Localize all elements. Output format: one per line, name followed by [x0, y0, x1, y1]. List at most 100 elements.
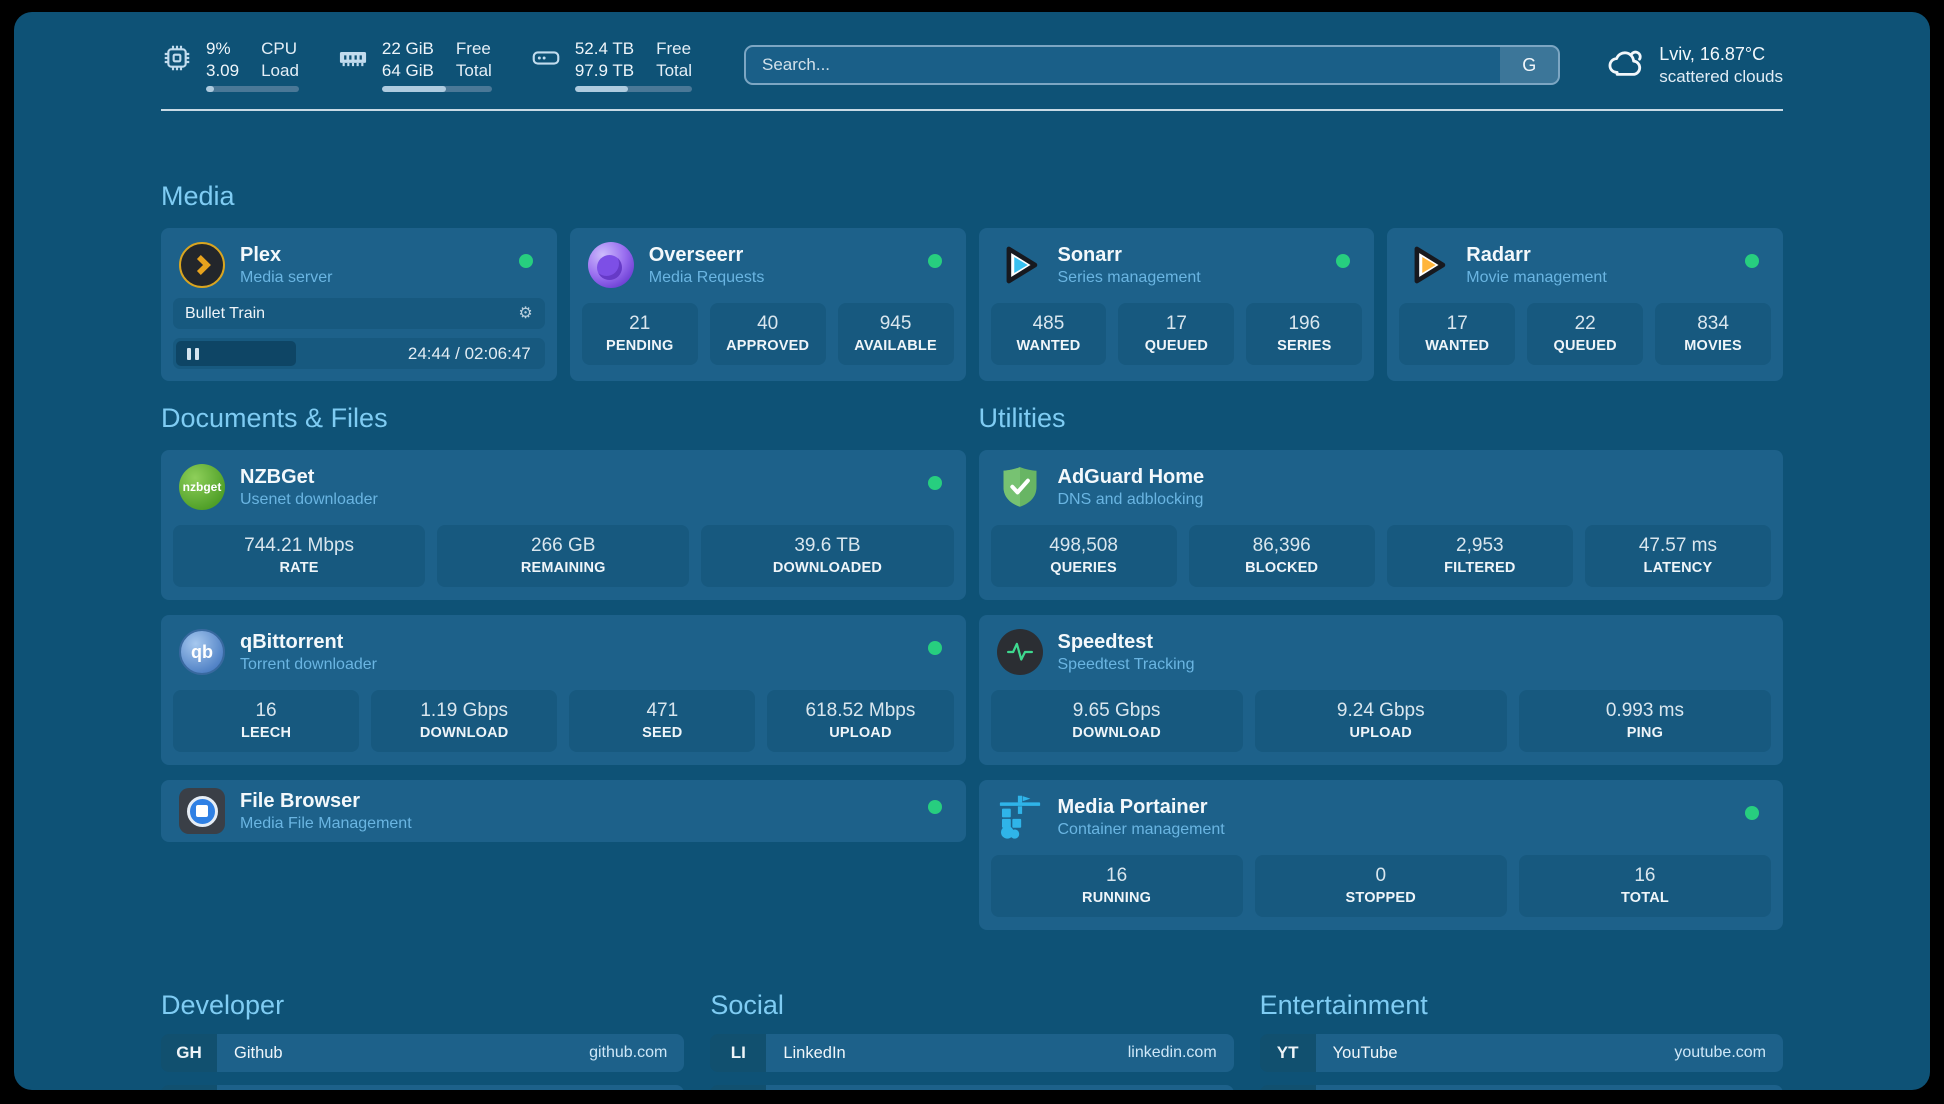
stat-value: 17 — [1165, 313, 1187, 334]
weather-widget: Lviv, 16.87°C scattered clouds — [1604, 42, 1783, 89]
memory-progress-bar — [381, 86, 492, 93]
stat-tile: 22 QUEUED — [1527, 303, 1644, 365]
adguard-icon — [997, 464, 1043, 510]
portainer-icon — [997, 794, 1043, 840]
stat-value: 9.65 Gbps — [1072, 700, 1161, 721]
bookmark-group-social: Social LI LinkedIn linkedin.com TW Twitt… — [710, 990, 1234, 1090]
service-name: Sonarr — [1057, 244, 1122, 266]
section-title-media: Media — [161, 181, 235, 211]
stat-label: AVAILABLE — [854, 338, 937, 354]
stat-label: RATE — [279, 560, 319, 576]
service-subtitle: Media File Management — [240, 815, 412, 832]
service-card-speedtest[interactable]: Speedtest Speedtest Tracking 9.65 Gbps D… — [978, 615, 1783, 765]
service-name: Speedtest — [1057, 631, 1154, 653]
bookmark-abbr: GH — [161, 1034, 217, 1072]
disk-icon — [530, 38, 562, 79]
bookmark-stackoverflow[interactable]: SO StackOverflow stackoverflow.com — [161, 1085, 685, 1090]
stat-value: 17 — [1446, 313, 1468, 334]
service-name: File Browser — [240, 790, 361, 812]
section-title-utilities: Utilities — [978, 403, 1066, 433]
service-card-overseerr[interactable]: Overseerr Media Requests 21 PENDING 40 A… — [569, 228, 966, 381]
search-provider-button[interactable]: G — [1500, 47, 1559, 83]
now-playing-settings-icon[interactable]: ⚙ — [518, 304, 533, 322]
service-card-nzbget[interactable]: nzbget NZBGet Usenet downloader 744.21 M… — [161, 450, 966, 600]
stat-value: 498,508 — [1049, 535, 1118, 556]
stat-tile: 9.65 Gbps DOWNLOAD — [990, 690, 1243, 752]
stat-tile: 485 WANTED — [990, 303, 1107, 365]
stat-label: DOWNLOAD — [1072, 725, 1161, 741]
top-bar: 9% 3.09 CPU Load — [161, 36, 1783, 94]
stat-label: MOVIES — [1684, 338, 1742, 354]
stat-label: APPROVED — [726, 338, 810, 354]
service-card-portainer[interactable]: Media Portainer Container management 16 … — [978, 780, 1783, 930]
stat-tile: 471 SEED — [569, 690, 756, 752]
service-card-qbittorrent[interactable]: qb qBittorrent Torrent downloader 16 LEE… — [161, 615, 966, 765]
bookmark-linkedin[interactable]: LI LinkedIn linkedin.com — [710, 1034, 1234, 1072]
overseerr-icon — [587, 242, 634, 288]
stat-value: 196 — [1288, 313, 1321, 334]
stat-tile: 0 STOPPED — [1254, 855, 1507, 917]
now-playing-title-row: Bullet Train ⚙ — [173, 298, 545, 329]
memory-icon — [337, 38, 369, 79]
stat-label: RUNNING — [1082, 890, 1152, 906]
service-subtitle: Torrent downloader — [240, 656, 377, 673]
bookmark-github[interactable]: GH Github github.com — [161, 1034, 685, 1072]
stat-tile: 744.21 Mbps RATE — [173, 525, 426, 587]
search-input[interactable] — [743, 45, 1561, 85]
disk-total-value: 97.9 TB — [574, 60, 635, 80]
bookmark-abbr: SO — [161, 1085, 217, 1090]
service-card-filebrowser[interactable]: File Browser Media File Management — [161, 780, 966, 842]
service-name: Media Portainer — [1057, 796, 1208, 818]
stat-label: FILTERED — [1444, 560, 1516, 576]
service-subtitle: Usenet downloader — [240, 491, 378, 508]
bookmark-twitter[interactable]: TW Twitter twitter.com — [710, 1085, 1234, 1090]
bookmark-group-developer: Developer GH Github github.com SO StackO… — [161, 990, 685, 1090]
stat-label: BLOCKED — [1245, 560, 1319, 576]
service-subtitle: Container management — [1057, 821, 1225, 838]
stat-tile: 196 SERIES — [1246, 303, 1363, 365]
filebrowser-icon — [179, 788, 225, 834]
stat-value: 744.21 Mbps — [244, 535, 355, 556]
bookmark-url: linkedin.com — [1127, 1044, 1217, 1061]
stat-value: 39.6 TB — [794, 535, 861, 556]
bookmark-netflix[interactable]: NF Netflix netflix.com — [1259, 1085, 1783, 1090]
stat-value: 16 — [255, 700, 277, 721]
service-name: qBittorrent — [240, 631, 344, 653]
stat-label: TOTAL — [1620, 890, 1669, 906]
stat-tile: 0.993 ms PING — [1518, 690, 1772, 752]
stat-tile: 266 GB REMAINING — [437, 525, 690, 587]
status-dot-online — [1745, 254, 1759, 268]
cpu-usage-value: 9% — [206, 38, 231, 58]
status-dot-online — [927, 254, 942, 268]
stat-label: QUEUED — [1553, 338, 1617, 354]
stat-value: 22 — [1574, 313, 1596, 334]
status-dot-online — [927, 800, 942, 814]
bookmark-youtube[interactable]: YT YouTube youtube.com — [1259, 1034, 1783, 1072]
stat-tile: 16 RUNNING — [990, 855, 1243, 917]
stat-label: STOPPED — [1345, 890, 1416, 906]
service-card-radarr[interactable]: Radarr Movie management 17 WANTED 22 QUE… — [1387, 228, 1783, 381]
cpu-progress-bar — [206, 86, 299, 93]
stat-value: 1.19 Gbps — [420, 700, 509, 721]
playback-time: 24:44 / 02:06:47 — [407, 343, 531, 363]
stat-tile: 618.52 Mbps UPLOAD — [767, 690, 954, 752]
stat-label: SERIES — [1277, 338, 1332, 354]
pause-button[interactable] — [176, 341, 296, 366]
now-playing-title: Bullet Train — [185, 304, 266, 322]
disk-free-label: Free — [656, 38, 692, 58]
stat-value: 16 — [1106, 865, 1128, 886]
stat-tile: 39.6 TB DOWNLOADED — [701, 525, 954, 587]
service-card-plex[interactable]: Plex Media server Bullet Train ⚙ 24:44 / — [161, 228, 557, 381]
memory-free-label: Free — [455, 38, 491, 58]
stat-label: WANTED — [1016, 338, 1081, 354]
system-stats: 9% 3.09 CPU Load — [161, 38, 692, 93]
service-card-sonarr[interactable]: Sonarr Series management 485 WANTED 17 Q… — [978, 228, 1375, 381]
stat-label: PING — [1626, 725, 1664, 741]
bookmark-url: github.com — [589, 1044, 668, 1061]
stat-value: 9.24 Gbps — [1336, 700, 1425, 721]
stat-label: PENDING — [605, 338, 674, 354]
section-title-documents: Documents & Files — [161, 403, 388, 433]
section-title-entertainment: Entertainment — [1259, 990, 1428, 1020]
service-card-adguard[interactable]: AdGuard Home DNS and adblocking 498,508 … — [978, 450, 1783, 600]
stat-value: 21 — [629, 313, 651, 334]
